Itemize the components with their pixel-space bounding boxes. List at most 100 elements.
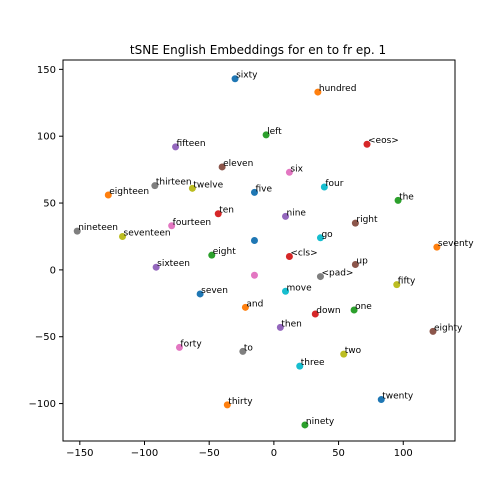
- data-point: [223, 401, 231, 409]
- data-point: [119, 232, 127, 240]
- data-point: [282, 287, 290, 295]
- point-label: to: [244, 343, 254, 353]
- point-label: and: [246, 299, 263, 309]
- data-point: [262, 131, 270, 139]
- data-point: [104, 191, 112, 199]
- y-tick-label: 150: [37, 65, 56, 76]
- data-point: [188, 184, 196, 192]
- data-point: [340, 350, 348, 358]
- point-label: <eos>: [368, 136, 399, 146]
- data-point: [208, 251, 216, 259]
- point-label: six: [290, 164, 303, 174]
- data-point: [316, 273, 324, 281]
- data-point: [175, 343, 183, 351]
- data-point: [73, 227, 81, 235]
- point-label: thirteen: [156, 178, 192, 188]
- point-label: hundred: [319, 84, 357, 94]
- chart-title: tSNE English Embeddings for en to fr ep.…: [130, 43, 386, 57]
- point-label: up: [356, 257, 368, 267]
- point-label: one: [355, 302, 372, 312]
- point-label: twenty: [382, 392, 414, 402]
- point-label: eight: [213, 247, 236, 257]
- x-tick-label: −100: [131, 448, 158, 459]
- point-label: ten: [219, 206, 234, 216]
- data-point: [311, 310, 319, 318]
- point-label: <pad>: [321, 269, 353, 279]
- point-label: forty: [180, 339, 202, 349]
- point-label: fifty: [398, 277, 416, 287]
- data-point: [250, 271, 258, 279]
- point-label: twelve: [193, 180, 223, 190]
- data-point: [250, 188, 258, 196]
- point-label: seventeen: [124, 228, 171, 238]
- point-label: nine: [287, 208, 307, 218]
- data-point: [301, 421, 309, 429]
- data-point: [314, 88, 322, 96]
- data-point: [351, 261, 359, 269]
- point-label: five: [255, 184, 272, 194]
- data-point: [151, 182, 159, 190]
- data-point: [214, 210, 222, 218]
- data-point: [296, 362, 304, 370]
- point-label: then: [281, 319, 301, 329]
- data-point: [351, 219, 359, 227]
- data-point: [350, 306, 358, 314]
- data-point: [285, 168, 293, 176]
- data-point: [394, 196, 402, 204]
- point-label: seven: [201, 286, 228, 296]
- y-tick-label: 50: [43, 199, 56, 210]
- data-point: [241, 303, 249, 311]
- point-label: <cls>: [290, 249, 317, 259]
- point-label: eleven: [223, 159, 253, 169]
- point-label: down: [316, 306, 340, 316]
- data-point: [377, 396, 385, 404]
- point-label: four: [325, 179, 343, 189]
- data-point: [363, 140, 371, 148]
- point-label: nineteen: [78, 223, 118, 233]
- data-point: [196, 290, 204, 298]
- y-tick-label: −50: [35, 332, 56, 343]
- point-label: eighty: [434, 323, 463, 333]
- data-point: [239, 347, 247, 355]
- data-point: [320, 183, 328, 191]
- data-point: [276, 323, 284, 331]
- data-point: [429, 327, 437, 335]
- point-label: go: [321, 230, 333, 240]
- point-label: the: [399, 192, 414, 202]
- data-point: [393, 281, 401, 289]
- point-label: left: [267, 127, 282, 137]
- point-label: move: [287, 283, 313, 293]
- point-label: three: [301, 358, 325, 368]
- ticks-layer: −150 −100 −50 0 50 100 −100 −50 0 50 100 150: [29, 65, 413, 459]
- point-label: fourteen: [173, 218, 211, 228]
- point-label: fifteen: [177, 139, 206, 149]
- x-tick-label: 100: [394, 448, 413, 459]
- point-label: seventy: [438, 239, 474, 249]
- point-label: thirty: [228, 397, 253, 407]
- plot-area-frame: [62, 59, 456, 442]
- y-tick-label: −100: [29, 399, 56, 410]
- y-tick-label: 100: [37, 132, 56, 143]
- x-tick-label: −50: [199, 448, 220, 459]
- data-point: [172, 143, 180, 151]
- data-point: [218, 163, 226, 171]
- x-tick-label: 50: [332, 448, 345, 459]
- data-point: [282, 212, 290, 220]
- point-label: sixty: [236, 71, 258, 81]
- point-label: two: [345, 346, 362, 356]
- points-layer: sixty hundred left <eos> fifteen eleven six thi…: [73, 71, 474, 429]
- point-label: ninety: [306, 417, 335, 427]
- data-point: [250, 236, 258, 244]
- y-tick-label: 0: [50, 265, 56, 276]
- x-tick-label: 0: [271, 448, 277, 459]
- point-label: eighteen: [109, 187, 149, 197]
- data-point: [285, 253, 293, 261]
- data-point: [168, 222, 176, 230]
- data-point: [231, 75, 239, 83]
- point-label: sixteen: [157, 259, 190, 269]
- x-tick-label: −150: [66, 448, 93, 459]
- data-point: [152, 263, 160, 271]
- point-label: right: [356, 215, 378, 225]
- data-point: [316, 234, 324, 242]
